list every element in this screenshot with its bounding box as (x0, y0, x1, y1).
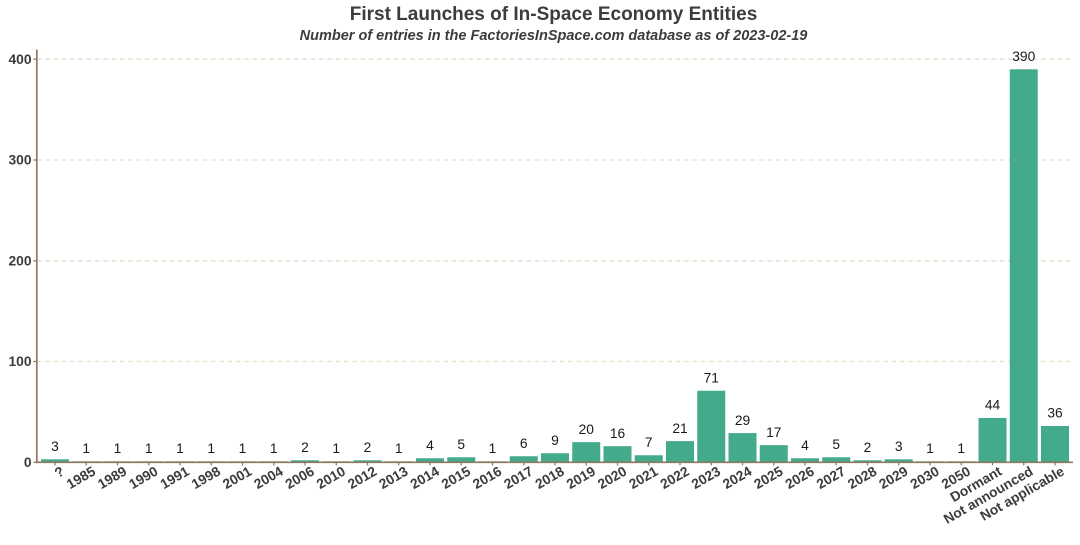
svg-text:1: 1 (207, 441, 215, 456)
svg-text:100: 100 (8, 354, 31, 369)
svg-text:1: 1 (176, 441, 184, 456)
svg-text:400: 400 (8, 52, 31, 67)
svg-text:1: 1 (489, 441, 497, 456)
svg-text:16: 16 (610, 426, 626, 441)
svg-text:7: 7 (645, 435, 653, 450)
svg-text:9: 9 (551, 433, 559, 448)
svg-text:17: 17 (766, 425, 781, 440)
svg-text:200: 200 (8, 254, 31, 269)
svg-text:Number of entries in the Facto: Number of entries in the FactoriesInSpac… (300, 28, 808, 44)
svg-text:1: 1 (395, 441, 403, 456)
svg-text:1: 1 (114, 441, 122, 456)
svg-text:0: 0 (24, 455, 32, 470)
svg-text:71: 71 (704, 371, 719, 386)
svg-text:6: 6 (520, 436, 528, 451)
svg-text:First Launches of In-Space Eco: First Launches of In-Space Economy Entit… (350, 4, 758, 25)
svg-text:4: 4 (426, 438, 434, 453)
svg-text:1: 1 (145, 441, 153, 456)
svg-text:2: 2 (864, 440, 872, 455)
svg-text:3: 3 (895, 439, 903, 454)
svg-text:29: 29 (735, 413, 751, 428)
svg-text:4: 4 (801, 438, 809, 453)
svg-text:1: 1 (82, 441, 90, 456)
svg-text:1: 1 (239, 441, 247, 456)
svg-text:36: 36 (1047, 406, 1063, 421)
svg-text:1: 1 (332, 441, 340, 456)
svg-text:1: 1 (926, 441, 934, 456)
svg-text:44: 44 (985, 398, 1001, 413)
svg-text:390: 390 (1012, 49, 1035, 64)
svg-text:1: 1 (957, 441, 965, 456)
svg-text:1: 1 (270, 441, 278, 456)
svg-text:21: 21 (672, 421, 687, 436)
svg-text:2: 2 (364, 440, 372, 455)
svg-text:5: 5 (832, 437, 840, 452)
svg-text:300: 300 (8, 153, 31, 168)
svg-text:3: 3 (51, 439, 59, 454)
svg-text:2: 2 (301, 440, 309, 455)
svg-text:20: 20 (579, 422, 595, 437)
svg-text:5: 5 (457, 437, 465, 452)
